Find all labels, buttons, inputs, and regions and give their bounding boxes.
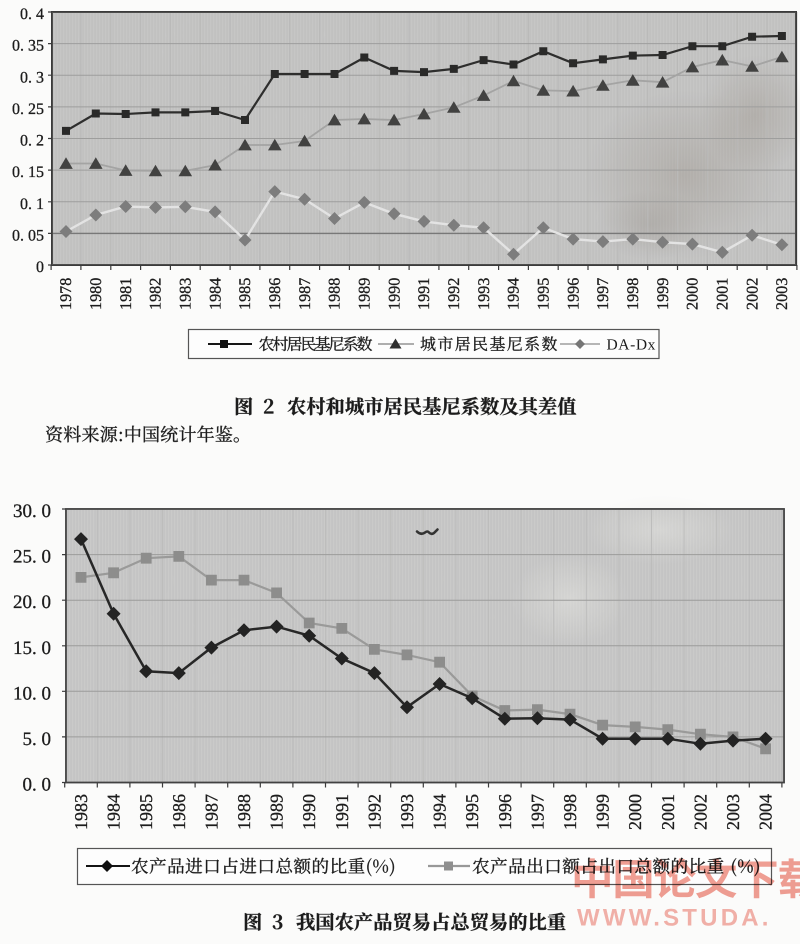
- svg-text:2001: 2001: [714, 278, 732, 310]
- svg-text:25. 0: 25. 0: [13, 547, 51, 568]
- svg-text:1986: 1986: [169, 794, 189, 830]
- svg-text:1992: 1992: [445, 278, 463, 310]
- svg-text:1998: 1998: [624, 278, 642, 310]
- svg-text:1989: 1989: [267, 794, 287, 830]
- svg-text:0. 2: 0. 2: [20, 133, 44, 150]
- svg-text:DA-Dx: DA-Dx: [607, 337, 657, 354]
- svg-text:2001: 2001: [658, 794, 678, 830]
- svg-text:2003: 2003: [773, 278, 791, 310]
- svg-text:1994: 1994: [430, 794, 450, 830]
- svg-text:1980: 1980: [87, 278, 105, 310]
- svg-text:1998: 1998: [560, 794, 580, 830]
- svg-text:1988: 1988: [326, 278, 344, 310]
- svg-text:20. 0: 20. 0: [13, 592, 51, 613]
- svg-text:2000: 2000: [625, 794, 645, 830]
- svg-text:1997: 1997: [527, 794, 547, 830]
- svg-text:1984: 1984: [104, 794, 124, 830]
- svg-text:2002: 2002: [690, 794, 710, 830]
- svg-text:1985: 1985: [136, 794, 156, 830]
- svg-text:1987: 1987: [201, 794, 221, 830]
- svg-text:1986: 1986: [266, 278, 284, 310]
- svg-text:15. 0: 15. 0: [13, 638, 51, 659]
- svg-text:0. 15: 0. 15: [12, 164, 44, 181]
- svg-text:0. 35: 0. 35: [12, 38, 44, 55]
- svg-text:0: 0: [36, 259, 44, 276]
- svg-text:1985: 1985: [236, 278, 254, 310]
- svg-text:1989: 1989: [356, 278, 374, 310]
- svg-text:1993: 1993: [475, 278, 493, 310]
- svg-text:1984: 1984: [206, 278, 224, 310]
- svg-text:1997: 1997: [594, 278, 612, 310]
- svg-text:2003: 2003: [723, 794, 743, 830]
- svg-text:1994: 1994: [505, 278, 523, 310]
- svg-text:1996: 1996: [495, 794, 515, 830]
- svg-text:1981: 1981: [117, 278, 135, 310]
- svg-text:2002: 2002: [743, 278, 761, 310]
- svg-text:1999: 1999: [654, 278, 672, 310]
- svg-text:1988: 1988: [234, 794, 254, 830]
- svg-text:1999: 1999: [593, 794, 613, 830]
- svg-text:1996: 1996: [564, 278, 582, 310]
- svg-text:0. 05: 0. 05: [12, 227, 44, 244]
- svg-text:1983: 1983: [71, 794, 91, 830]
- svg-text:1995: 1995: [462, 794, 482, 830]
- svg-text:0. 3: 0. 3: [20, 69, 44, 86]
- svg-text:5. 0: 5. 0: [23, 729, 52, 750]
- svg-text:2000: 2000: [684, 278, 702, 310]
- svg-text:0. 4: 0. 4: [20, 6, 44, 23]
- svg-text:1987: 1987: [296, 278, 314, 310]
- svg-text:2004: 2004: [756, 794, 776, 830]
- svg-text:0. 1: 0. 1: [20, 196, 44, 213]
- svg-text:WWW.STUDA.: WWW.STUDA.: [577, 905, 772, 932]
- svg-text:1990: 1990: [299, 794, 319, 830]
- svg-text:30. 0: 30. 0: [13, 501, 51, 522]
- svg-text:0. 25: 0. 25: [12, 101, 44, 118]
- svg-text:10. 0: 10. 0: [13, 683, 51, 704]
- svg-text:1992: 1992: [364, 794, 384, 830]
- svg-text:0. 0: 0. 0: [23, 775, 52, 796]
- svg-text:1991: 1991: [332, 794, 352, 830]
- svg-text:1991: 1991: [415, 278, 433, 310]
- svg-text:1983: 1983: [177, 278, 195, 310]
- svg-text:1982: 1982: [147, 278, 165, 310]
- svg-text:1978: 1978: [57, 278, 75, 310]
- svg-text:1990: 1990: [385, 278, 403, 310]
- svg-text:1993: 1993: [397, 794, 417, 830]
- svg-text:1995: 1995: [535, 278, 553, 310]
